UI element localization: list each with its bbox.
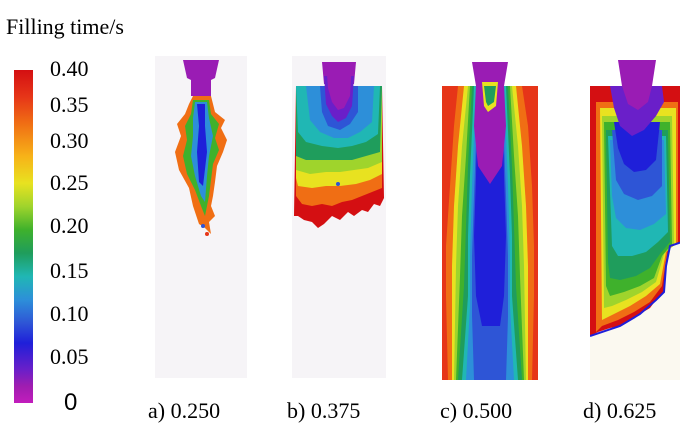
legend-title: Filling time/s	[6, 14, 124, 39]
panel-c-contour	[442, 62, 538, 380]
colorbar-tick-0: 0.40	[50, 56, 89, 81]
panel-a-caption: a) 0.250	[148, 398, 221, 423]
colorbar-tick-5: 0.15	[50, 258, 89, 283]
panel-c-caption: c) 0.500	[440, 398, 513, 423]
panel-a-contour	[155, 56, 247, 378]
colorbar-tick-3: 0.25	[50, 170, 89, 195]
panel-d-caption: d) 0.625	[583, 398, 657, 423]
panel-d-contour	[590, 60, 680, 380]
panel-b-contour	[292, 56, 386, 378]
colorbar	[14, 70, 33, 403]
colorbar-tick-1: 0.35	[50, 92, 89, 117]
colorbar-tick-4: 0.20	[50, 213, 89, 238]
colorbar-tick-7: 0.05	[50, 344, 89, 369]
colorbar-tick-2: 0.30	[50, 128, 89, 153]
panel-b-caption: b) 0.375	[287, 398, 361, 423]
colorbar-tick-6: 0.10	[50, 301, 89, 326]
colorbar-tick-8: 0	[64, 389, 78, 416]
